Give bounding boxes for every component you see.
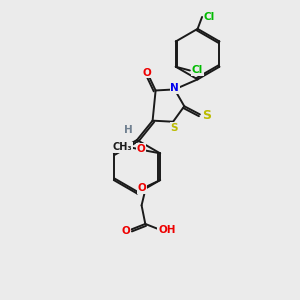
Text: S: S [170, 123, 178, 133]
Text: O: O [136, 144, 145, 154]
Text: Cl: Cl [192, 65, 203, 76]
Text: S: S [202, 109, 211, 122]
Text: O: O [138, 183, 147, 193]
Text: N: N [170, 83, 179, 93]
Text: OH: OH [158, 224, 175, 235]
Text: H: H [124, 125, 133, 135]
Text: O: O [122, 226, 130, 236]
Text: CH₃: CH₃ [112, 142, 132, 152]
Text: O: O [142, 68, 151, 78]
Text: Cl: Cl [204, 12, 215, 22]
